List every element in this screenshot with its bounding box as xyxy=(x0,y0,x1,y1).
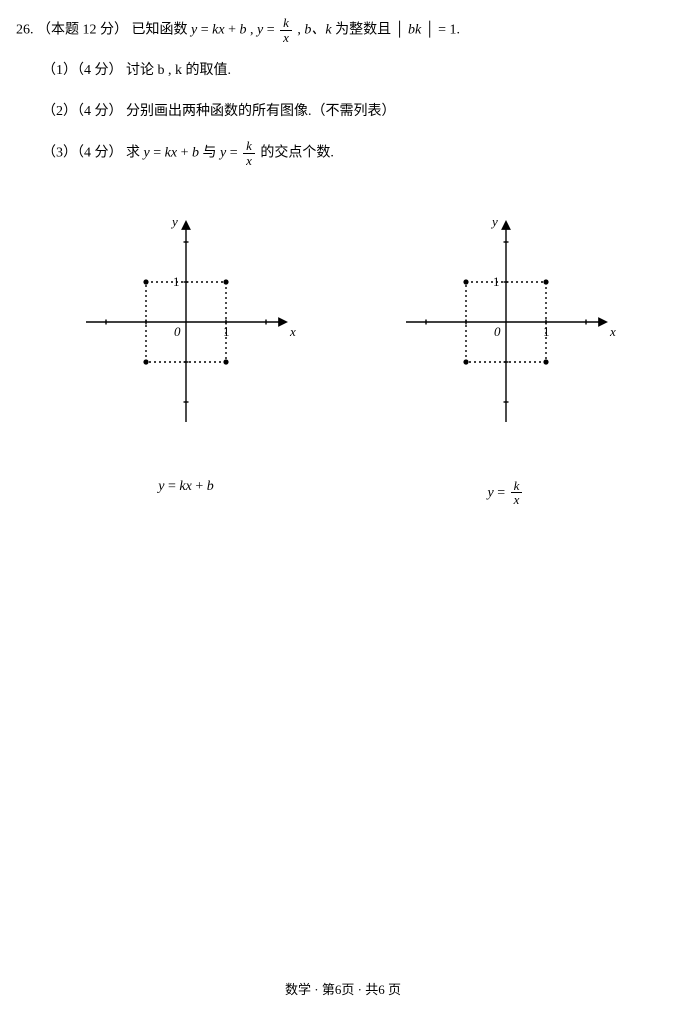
part-3-label: （3）（4 分） xyxy=(42,146,123,161)
svg-text:0: 0 xyxy=(174,324,181,339)
comma1: , xyxy=(250,22,257,37)
right-chart-caption: y = k x xyxy=(376,479,636,507)
p3-eq1-b: + xyxy=(181,146,192,161)
eq2-op: = xyxy=(267,22,278,37)
cond-tail: 为整数且 xyxy=(335,22,391,37)
part-1-text: 讨论 b , k 的取值. xyxy=(126,63,231,78)
frac-num: k xyxy=(280,16,292,31)
svg-text:0: 0 xyxy=(494,324,501,339)
p3-eq1-op: = xyxy=(153,146,164,161)
left-chart-caption: y = kx + b xyxy=(56,479,316,495)
problem-stem: 26. （本题 12 分） 已知函数 y = kx + b , y = k x … xyxy=(16,16,658,44)
coordinate-axes-right: x y 0 1 1 xyxy=(376,192,636,452)
eq1-rhs-a: kx xyxy=(212,22,224,37)
svg-text:y: y xyxy=(490,214,498,229)
abs-inner: bk xyxy=(408,22,421,37)
right-chart-block: x y 0 1 1 y = k x xyxy=(376,192,636,507)
rc-frac-den: x xyxy=(511,493,523,507)
rc-lhs: y xyxy=(488,485,494,500)
eq1-lhs: y xyxy=(191,22,197,37)
svg-text:y: y xyxy=(170,214,178,229)
coordinate-axes-left: x y 0 1 1 xyxy=(56,192,316,452)
part-2: （2）（4 分） 分别画出两种函数的所有图像.（不需列表） xyxy=(16,99,658,126)
rc-op: = xyxy=(497,485,508,500)
lc-b: + xyxy=(195,479,206,494)
abs-close: │ xyxy=(425,22,435,37)
lc-op: = xyxy=(168,479,179,494)
eq1-rhs-b: + xyxy=(228,22,239,37)
lc-c: b xyxy=(207,479,214,494)
points-label: （本题 12 分） xyxy=(37,22,128,37)
rc-fraction: k x xyxy=(511,479,523,507)
frac-den: x xyxy=(280,31,292,45)
part-3-prefix: 求 xyxy=(126,146,144,161)
part-3: （3）（4 分） 求 y = kx + b 与 y = k x 的交点个数. xyxy=(16,139,658,167)
eq1-op: = xyxy=(201,22,212,37)
p3-eq1-c: b xyxy=(192,146,199,161)
p3-eq1-lhs: y xyxy=(144,146,150,161)
footer-text: 数学 · 第6页 · 共6 页 xyxy=(285,982,401,997)
p3-mid: 与 xyxy=(202,146,220,161)
lc-lhs: y xyxy=(158,479,164,494)
svg-text:x: x xyxy=(609,324,616,339)
cond-vars: b、k xyxy=(304,22,331,37)
fraction-k-over-x: k x xyxy=(280,16,292,44)
page-footer: 数学 · 第6页 · 共6 页 xyxy=(0,979,686,998)
p3-eq1-a: kx xyxy=(165,146,177,161)
stem-prefix: 已知函数 xyxy=(132,22,192,37)
part-1-label: （1）（4 分） xyxy=(42,63,123,78)
part-1: （1）（4 分） 讨论 b , k 的取值. xyxy=(16,58,658,85)
p3-fraction: k x xyxy=(243,139,255,167)
svg-text:1: 1 xyxy=(543,324,550,339)
left-chart-block: x y 0 1 1 y = kx + b xyxy=(56,192,316,507)
part-2-label: （2）（4 分） xyxy=(42,104,123,119)
svg-text:1: 1 xyxy=(493,274,500,289)
p3-eq2-lhs: y xyxy=(220,146,226,161)
part-2-text: 分别画出两种函数的所有图像.（不需列表） xyxy=(126,104,396,119)
p3-frac-num: k xyxy=(243,139,255,154)
eq2-lhs: y xyxy=(257,22,263,37)
p3-eq2-op: = xyxy=(230,146,241,161)
lc-a: kx xyxy=(179,479,191,494)
question-number: 26. xyxy=(16,22,34,37)
svg-text:1: 1 xyxy=(173,274,180,289)
svg-text:1: 1 xyxy=(223,324,230,339)
eq1-rhs-c: b xyxy=(239,22,246,37)
charts-row: xy011 y = kx + b xy011 y = k x xyxy=(16,168,636,507)
abs-open: │ xyxy=(395,22,405,37)
svg-text:x: x xyxy=(289,324,296,339)
abs-eq: = 1. xyxy=(438,22,460,37)
p3-suffix: 的交点个数. xyxy=(260,146,334,161)
p3-frac-den: x xyxy=(243,154,255,168)
rc-frac-num: k xyxy=(511,479,523,494)
